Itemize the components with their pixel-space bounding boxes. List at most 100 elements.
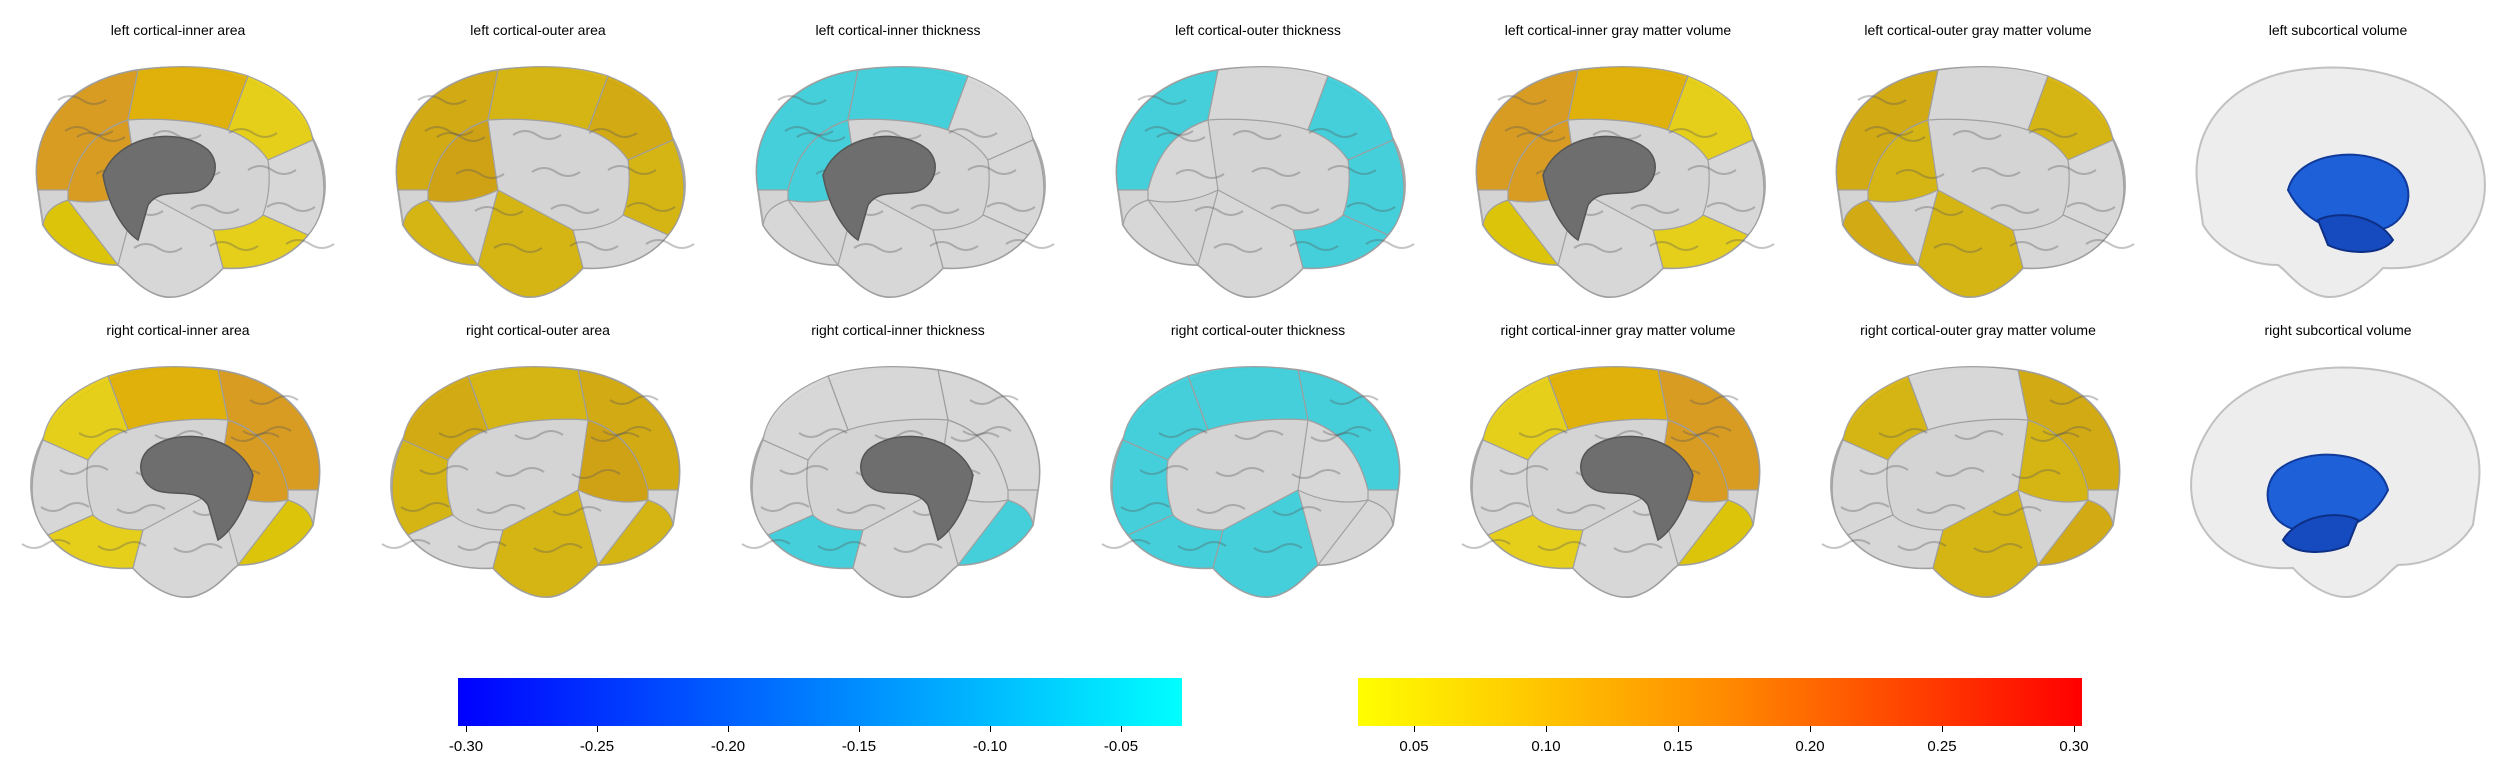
sulcus-line (571, 469, 621, 479)
sulcus-line (1175, 169, 1225, 179)
sulcus-line (476, 504, 526, 514)
sulcus-line (1990, 204, 2040, 214)
brain-render (1461, 366, 1761, 598)
sulcus-line (285, 239, 335, 249)
sulcus-line (1251, 167, 1301, 177)
brain-region (577, 419, 649, 503)
sulcus-line (495, 467, 545, 477)
sulcus-line (381, 539, 431, 549)
sulcus-line (57, 95, 107, 105)
sulcus-line (626, 202, 676, 212)
brain-render (381, 366, 681, 598)
sulcus-line (1864, 126, 1914, 136)
sulcus-line (438, 428, 488, 438)
sulcus-line (929, 241, 979, 251)
brain-render (2190, 366, 2481, 598)
sulcus-line (853, 243, 903, 253)
colorbar-tick-label: -0.15 (841, 738, 877, 755)
brain-render (1835, 66, 2135, 298)
brain-region (236, 499, 314, 566)
panel-title: right cortical-inner thickness (811, 322, 985, 338)
subcortical-structure (2281, 514, 2360, 553)
colorbar-tick-label: -0.25 (579, 738, 615, 755)
brain-region (1842, 199, 1920, 266)
brain-region (956, 499, 1034, 566)
subcortical-structure (2316, 214, 2395, 253)
sulcus-line (2042, 426, 2092, 436)
sulcus-line (1156, 132, 1206, 142)
sulcus-line (1120, 502, 1170, 512)
brain-render (395, 66, 695, 298)
sulcus-line (948, 128, 998, 138)
panel-title: left cortical-inner area (110, 22, 246, 38)
sulcus-line (784, 126, 834, 136)
brain-region (402, 199, 480, 266)
sulcus-line (967, 165, 1017, 175)
brain-region (1297, 419, 1369, 503)
sulcus-line (1821, 539, 1871, 549)
sulcus-line (2085, 239, 2135, 249)
sulcus-line (1504, 126, 1554, 136)
brain-region (1676, 499, 1754, 566)
brain-render (1115, 66, 1415, 298)
sulcus-line (569, 241, 619, 251)
sulcus-line (590, 432, 640, 442)
brain-region (2017, 419, 2089, 503)
sulcus-line (798, 428, 848, 438)
panel-title: right cortical-outer area (466, 322, 610, 338)
brain-region (477, 189, 584, 298)
sulcus-line (872, 130, 922, 140)
sulcus-line (154, 430, 204, 440)
sulcus-line (2066, 202, 2116, 212)
sulcus-line (1308, 128, 1358, 138)
sulcus-line (1322, 426, 1372, 436)
colorbar-tick-label: 0.10 (1531, 738, 1561, 755)
sulcus-line (78, 428, 128, 438)
colorbar-tick (728, 726, 729, 732)
sulcus-line (836, 504, 886, 514)
sulcus-line (457, 541, 507, 551)
sulcus-line (1101, 539, 1151, 549)
sulcus-line (1158, 428, 1208, 438)
sulcus-line (1895, 169, 1945, 179)
sulcus-line (1952, 130, 2002, 140)
sulcus-line (1973, 543, 2023, 553)
brain-region (596, 499, 674, 566)
sulcus-line (1649, 241, 1699, 251)
sulcus-line (817, 541, 867, 551)
colorbar-tick-label: -0.05 (1103, 738, 1139, 755)
sulcus-line (173, 543, 223, 553)
sulcus-line (1253, 543, 1303, 553)
brain-region (492, 489, 599, 598)
sulcus-line (2009, 241, 2059, 251)
sulcus-line (1935, 467, 1985, 477)
sulcus-line (777, 95, 827, 105)
sulcus-line (550, 204, 600, 214)
sulcus-line (1725, 239, 1775, 249)
colorbar-negative (458, 678, 1182, 726)
colorbar-tick (1546, 726, 1547, 732)
sulcus-line (1857, 95, 1907, 105)
panel-title: right cortical-inner area (106, 322, 250, 338)
colorbar-tick-label: 0.30 (2059, 738, 2089, 755)
brain-render (1101, 366, 1401, 598)
brain-region (1917, 189, 2024, 298)
sulcus-line (950, 432, 1000, 442)
sulcus-line (1518, 428, 1568, 438)
sulcus-line (1291, 469, 1341, 479)
sulcus-line (247, 165, 297, 175)
panel-title: right cortical-inner gray matter volume (1500, 322, 1736, 338)
colorbar-tick (2074, 726, 2075, 732)
sulcus-line (588, 128, 638, 138)
sulcus-line (1213, 243, 1263, 253)
colorbar-tick (466, 726, 467, 732)
colorbar-tick (859, 726, 860, 732)
sulcus-line (493, 243, 543, 253)
colorbar-tick (1810, 726, 1811, 732)
sulcus-line (1630, 204, 1680, 214)
brain-region (42, 199, 120, 266)
sulcus-line (512, 130, 562, 140)
brain-render (2195, 66, 2486, 298)
sulcus-line (64, 126, 114, 136)
sulcus-line (1592, 130, 1642, 140)
